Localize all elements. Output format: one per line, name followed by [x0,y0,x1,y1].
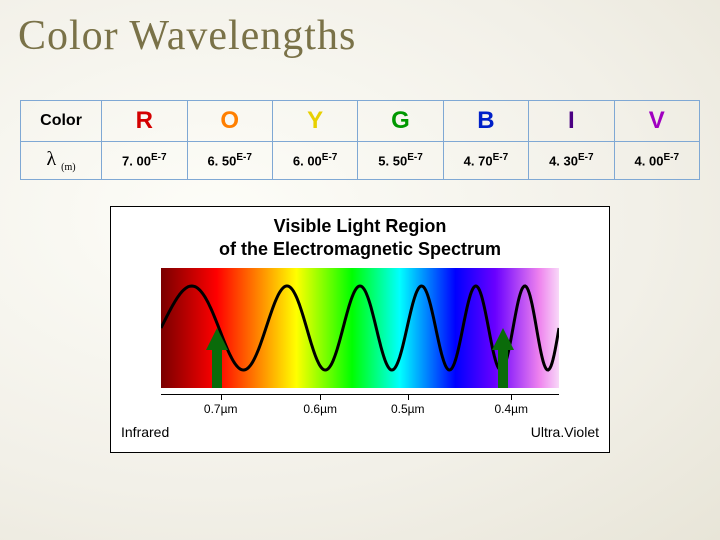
axis-tick [221,394,222,400]
row-header-color: Color [21,101,102,142]
pointer-arrow [494,328,512,388]
spectrum-end-labels: Infrared Ultra.Violet [119,424,601,444]
value-cell: 5. 50E-7 [358,142,443,180]
spectrum-title: Visible Light Region of the Electromagne… [111,207,609,262]
page-title: Color Wavelengths [0,0,720,60]
value-cell: 6. 00E-7 [272,142,357,180]
pointer-arrow [208,328,226,388]
axis-tick-label: 0.4µm [494,402,528,416]
color-cell: R [102,101,187,142]
color-cell: V [614,101,699,142]
lambda-symbol: λ [46,148,56,170]
color-cell: I [529,101,614,142]
spectrum-title-line1: Visible Light Region [274,216,447,236]
color-cell: O [187,101,272,142]
color-cell: B [443,101,528,142]
wavelength-table: Color R O Y G B I V λ (m) 7. 00E-7 6. 50… [20,100,700,180]
spectrum-title-line2: of the Electromagnetic Spectrum [219,239,501,259]
color-cell: Y [272,101,357,142]
value-cell: 4. 70E-7 [443,142,528,180]
spectrum-gradient-area [161,268,559,388]
axis-tick [511,394,512,400]
value-cell: 6. 50E-7 [187,142,272,180]
axis-tick-label: 0.7µm [204,402,238,416]
value-cell: 4. 30E-7 [529,142,614,180]
spectrum-diagram: Visible Light Region of the Electromagne… [110,206,610,453]
value-cell: 7. 00E-7 [102,142,187,180]
value-cell: 4. 00E-7 [614,142,699,180]
lambda-unit: (m) [61,162,75,173]
label-infrared: Infrared [121,424,169,440]
axis-tick-label: 0.5µm [391,402,425,416]
axis-tick [320,394,321,400]
row-header-lambda: λ (m) [21,142,102,180]
table-row: Color R O Y G B I V [21,101,700,142]
axis-tick-label: 0.6µm [303,402,337,416]
table-row: λ (m) 7. 00E-7 6. 50E-7 6. 00E-7 5. 50E-… [21,142,700,180]
label-ultraviolet: Ultra.Violet [531,424,599,440]
color-cell: G [358,101,443,142]
spectrum-axis: 0.7µm 0.6µm 0.5µm 0.4µm [161,394,559,422]
axis-tick [408,394,409,400]
